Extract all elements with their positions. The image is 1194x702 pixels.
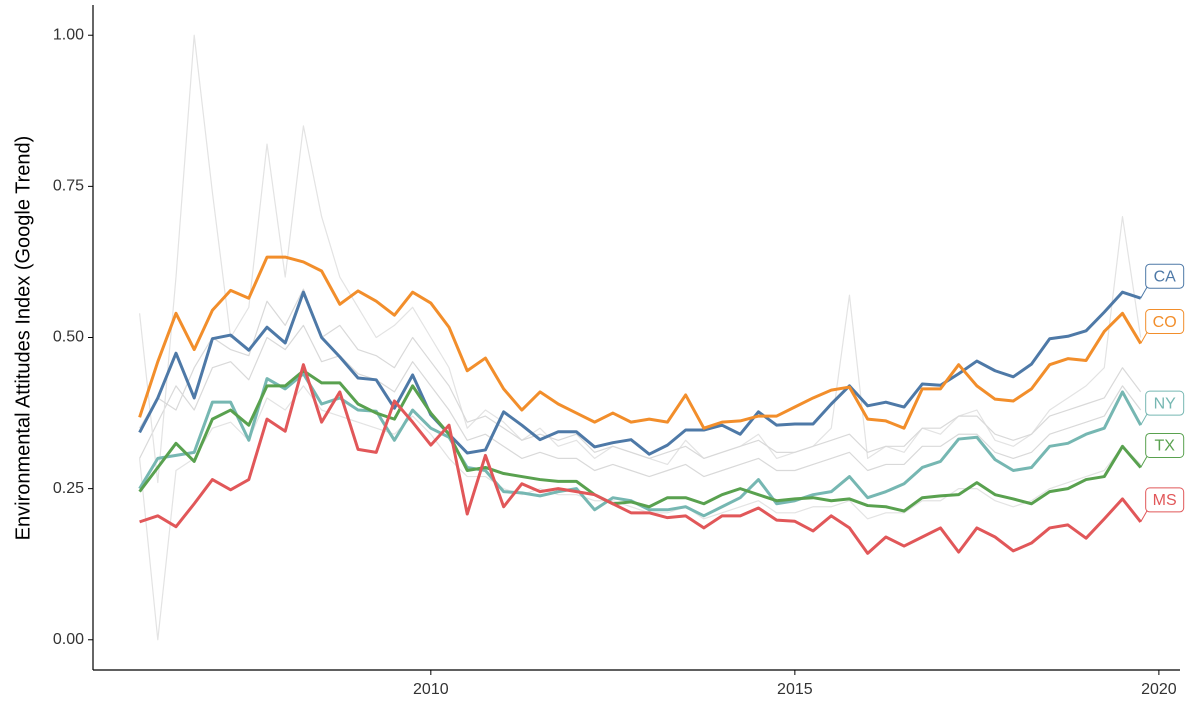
series-line bbox=[138, 290, 1142, 456]
label-box bbox=[1145, 309, 1185, 335]
background-line bbox=[138, 385, 1142, 641]
y-axis-title: Environmental Attitudes Index (Google Tr… bbox=[12, 136, 34, 541]
series-line bbox=[138, 255, 1142, 430]
y-tick-label: 0.75 bbox=[53, 178, 84, 195]
y-tick-label: 0.00 bbox=[53, 631, 84, 648]
label-box bbox=[1145, 487, 1185, 513]
label-box bbox=[1145, 263, 1185, 289]
label-box bbox=[1145, 390, 1185, 416]
y-tick-label: 1.00 bbox=[53, 26, 84, 43]
y-tick-label: 0.25 bbox=[53, 480, 84, 497]
series-line bbox=[139, 363, 1142, 555]
series-label: CO bbox=[1153, 314, 1177, 331]
background-line bbox=[139, 324, 1142, 478]
x-tick-label: 2015 bbox=[777, 681, 813, 698]
series-line bbox=[138, 369, 1142, 513]
x-tick-label: 2020 bbox=[1141, 681, 1177, 698]
series-label: TX bbox=[1154, 438, 1175, 455]
label-box bbox=[1145, 432, 1185, 458]
series-label: MS bbox=[1153, 492, 1177, 509]
y-tick-label: 0.50 bbox=[53, 329, 84, 346]
x-tick-label: 2010 bbox=[413, 681, 449, 698]
series-label: CA bbox=[1154, 268, 1177, 285]
series-label: NY bbox=[1154, 395, 1177, 412]
